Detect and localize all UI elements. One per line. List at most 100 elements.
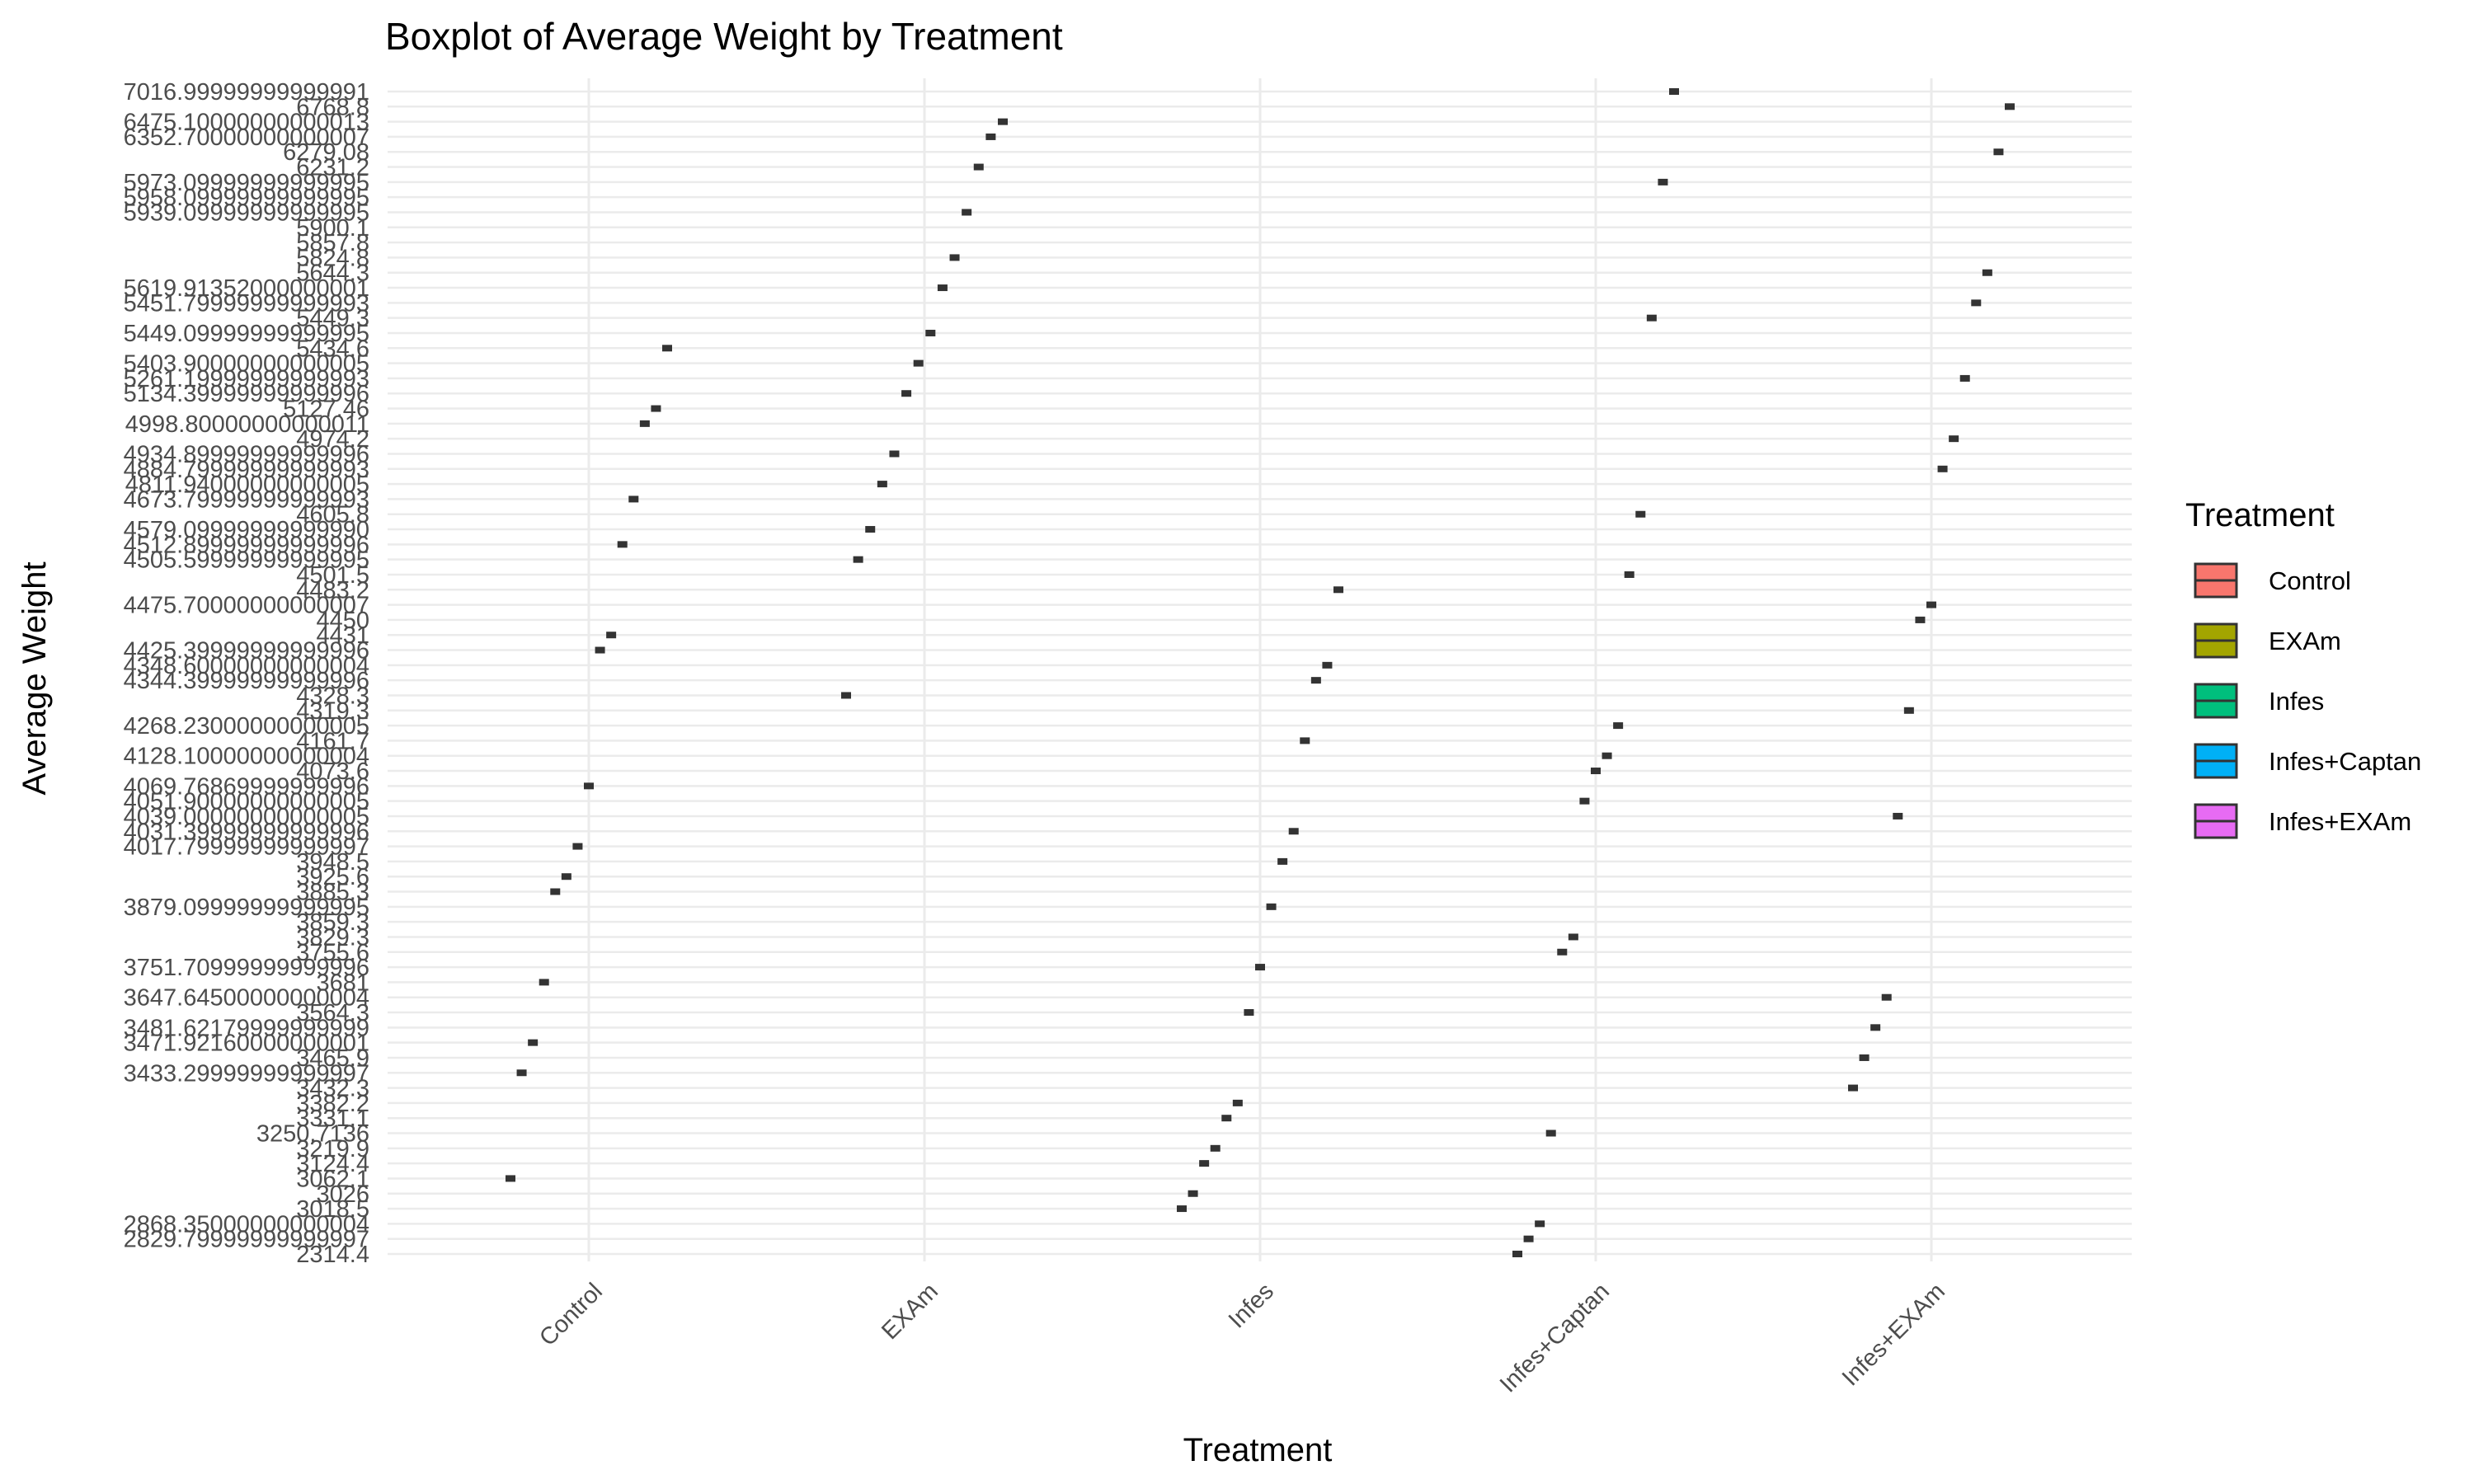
box-mark bbox=[1333, 586, 1343, 594]
box-mark bbox=[1959, 374, 1970, 382]
box-mark bbox=[1579, 797, 1590, 805]
y-tick-label: 4811.94000000000005 bbox=[125, 472, 369, 498]
x-tick-label: Infes bbox=[1224, 1278, 1279, 1333]
y-tick-label: 4344.39999999999996 bbox=[124, 668, 369, 694]
box-mark bbox=[1255, 964, 1265, 971]
y-axis-title: Average Weight bbox=[16, 561, 53, 795]
y-tick-label: 6279.08 bbox=[283, 139, 369, 166]
box-mark bbox=[973, 163, 984, 171]
y-tick-label: 5449.3 bbox=[296, 306, 369, 332]
box-mark bbox=[913, 359, 924, 367]
box-mark bbox=[584, 782, 594, 790]
box-mark bbox=[2005, 103, 2015, 110]
x-gridlines bbox=[587, 78, 1933, 1261]
y-tick-label: 4161.7 bbox=[296, 728, 369, 754]
box-mark bbox=[1199, 1160, 1210, 1167]
y-tick-label: 3382.2 bbox=[296, 1091, 369, 1117]
box-mark bbox=[1937, 465, 1948, 472]
box-mark bbox=[1512, 1251, 1522, 1257]
box-mark bbox=[1624, 571, 1634, 578]
box-mark bbox=[1523, 1235, 1534, 1242]
box-mark bbox=[1893, 812, 1903, 819]
box-mark bbox=[865, 526, 876, 533]
legend-label: EXAm bbox=[2269, 627, 2341, 655]
box-mark bbox=[1266, 903, 1277, 910]
box-mark bbox=[1613, 722, 1624, 730]
box-mark bbox=[1232, 1099, 1243, 1106]
y-tick-label: 4483.2 bbox=[296, 577, 369, 603]
y-tick-label: 5619.91352000000001 bbox=[124, 275, 369, 302]
y-tick-label: 3564.3 bbox=[296, 1000, 369, 1026]
y-tick-label: 3481.62179999999999 bbox=[124, 1015, 369, 1041]
y-tick-label: 4319.3 bbox=[296, 698, 369, 725]
y-tick-label: 2829.79999999999997 bbox=[124, 1227, 369, 1253]
legend-label: Infes bbox=[2269, 687, 2324, 716]
box-mark bbox=[1177, 1205, 1187, 1213]
box-mark bbox=[1277, 857, 1288, 865]
legend-key bbox=[2194, 562, 2238, 599]
legend-label: Infes+EXAm bbox=[2269, 807, 2411, 836]
y-tick-label: 4348.60000000000004 bbox=[124, 653, 369, 679]
box-mark bbox=[985, 133, 996, 140]
box-mark bbox=[1591, 768, 1601, 775]
box-mark bbox=[1300, 737, 1310, 744]
x-tick-labels: Control EXAm Infes Infes+Captan Infes+EXAm bbox=[534, 1278, 1950, 1397]
chart-title: Boxplot of Average Weight by Treatment bbox=[385, 15, 1063, 58]
y-tick-label: 4069.76869999999996 bbox=[124, 773, 369, 800]
y-tick-label: 4998.80000000000011 bbox=[125, 411, 369, 438]
y-tick-label: 4512.89999999999996 bbox=[124, 532, 369, 558]
y-tick-label: 4505.59999999999995 bbox=[124, 547, 369, 574]
box-mark bbox=[639, 420, 650, 427]
y-tick-label: 3859.3 bbox=[296, 909, 369, 936]
legend-label: Control bbox=[2269, 566, 2351, 595]
y-tick-label: 3062.1 bbox=[296, 1166, 369, 1192]
y-tick-label: 5434.6 bbox=[296, 336, 369, 362]
y-tick-label: 5449.09999999999995 bbox=[124, 321, 369, 347]
y-tick-label: 4328.3 bbox=[296, 683, 369, 709]
x-tick-label: Control bbox=[534, 1278, 608, 1351]
x-axis-title: Treatment bbox=[1183, 1432, 1333, 1468]
legend-key bbox=[2194, 803, 2238, 839]
box-mark bbox=[1545, 1129, 1556, 1137]
box-mark bbox=[962, 209, 972, 216]
box-mark bbox=[1848, 1084, 1858, 1092]
x-tick-label: Infes+EXAm bbox=[1837, 1278, 1950, 1391]
y-tick-label: 3751.70999999999996 bbox=[124, 955, 369, 981]
box-mark bbox=[1658, 178, 1668, 186]
legend: Treatment Control EXAm Infes Infes+Captan In… bbox=[2185, 497, 2421, 839]
box-mark bbox=[1859, 1054, 1870, 1061]
y-tick-label: 5127.46 bbox=[283, 397, 369, 423]
box-mark bbox=[606, 632, 617, 639]
y-tick-label: 3018.5 bbox=[296, 1196, 369, 1223]
box-mark bbox=[841, 692, 851, 699]
y-tick-label: 6231.2 bbox=[296, 155, 369, 181]
y-tick-label: 4673.79999999999993 bbox=[124, 486, 369, 513]
box-mark bbox=[1221, 1115, 1232, 1122]
y-tick-label: 4884.79999999999993 bbox=[124, 457, 369, 483]
box-mark bbox=[506, 1175, 515, 1182]
box-mark bbox=[949, 254, 960, 261]
y-tick-label: 5261.19999999999993 bbox=[124, 366, 369, 392]
y-tick-label: 3879.09999999999995 bbox=[124, 895, 369, 921]
box-mark bbox=[998, 118, 1008, 125]
box-mark bbox=[617, 541, 628, 548]
box-mark bbox=[901, 390, 912, 397]
y-tick-label: 4268.23000000000005 bbox=[124, 713, 369, 740]
x-tick-label: Infes+Captan bbox=[1495, 1278, 1615, 1397]
data-marks bbox=[506, 88, 2015, 1257]
y-tick-label: 3465.9 bbox=[296, 1045, 369, 1072]
y-tick-label: 3681 bbox=[316, 970, 369, 996]
box-mark bbox=[1949, 435, 1959, 443]
y-tick-label: 4974.2 bbox=[296, 426, 369, 453]
y-tick-label: 4073.6 bbox=[296, 758, 369, 785]
y-tick-label: 6768.8 bbox=[296, 94, 369, 120]
y-tick-label: 3433.29999999999997 bbox=[124, 1060, 369, 1087]
box-mark bbox=[628, 495, 639, 503]
y-tick-label: 6352.70000000000007 bbox=[124, 124, 369, 151]
y-tick-label: 3885.3 bbox=[296, 880, 369, 906]
y-tick-label: 4431 bbox=[316, 622, 369, 649]
y-tick-label: 4475.70000000000007 bbox=[124, 593, 369, 619]
y-tick-label: 5134.39999999999996 bbox=[124, 381, 369, 407]
box-mark bbox=[651, 405, 661, 412]
